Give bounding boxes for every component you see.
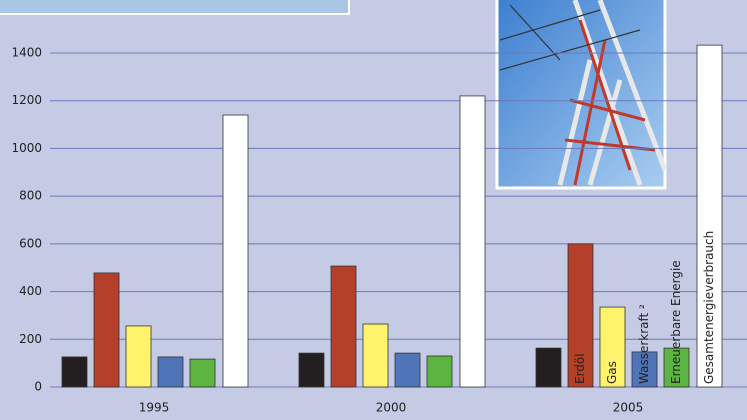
y-tick-label: 1200 <box>11 93 42 107</box>
y-tick-label: 200 <box>19 332 42 346</box>
bar <box>599 306 626 388</box>
bar <box>222 114 249 388</box>
bar <box>298 352 325 388</box>
bar <box>93 272 120 388</box>
series-label: Gas <box>605 361 619 384</box>
x-tick-label: 2000 <box>376 401 407 415</box>
bar <box>157 356 184 388</box>
series-label: Erdöl <box>573 353 587 384</box>
bar <box>567 243 594 388</box>
series-label: Gesamtenergieverbrauch <box>702 231 716 384</box>
bar <box>61 356 88 388</box>
y-tick-label: 600 <box>19 236 42 250</box>
bar <box>426 355 453 388</box>
x-tick-label: 2005 <box>613 401 644 415</box>
y-tick-label: 800 <box>19 189 42 203</box>
bar <box>459 95 486 388</box>
bar <box>696 44 723 388</box>
bar <box>535 347 562 388</box>
bar <box>362 323 389 388</box>
bar <box>330 265 357 388</box>
x-tick-label: 1995 <box>139 401 170 415</box>
y-tick-label: 400 <box>19 284 42 298</box>
y-tick-label: 1400 <box>11 46 42 60</box>
series-label: Kohle <box>541 351 555 384</box>
bar <box>631 351 658 388</box>
bar <box>189 358 216 388</box>
series-label: Wasserkraft ² <box>637 304 651 384</box>
header-box <box>0 0 350 15</box>
y-tick-label: 1000 <box>11 141 42 155</box>
photo <box>495 0 668 190</box>
bar <box>125 325 152 388</box>
y-tick-label: 0 <box>34 380 42 394</box>
series-label: Erneuerbare Energie <box>669 260 683 384</box>
bar <box>394 352 421 388</box>
bar <box>663 347 690 388</box>
